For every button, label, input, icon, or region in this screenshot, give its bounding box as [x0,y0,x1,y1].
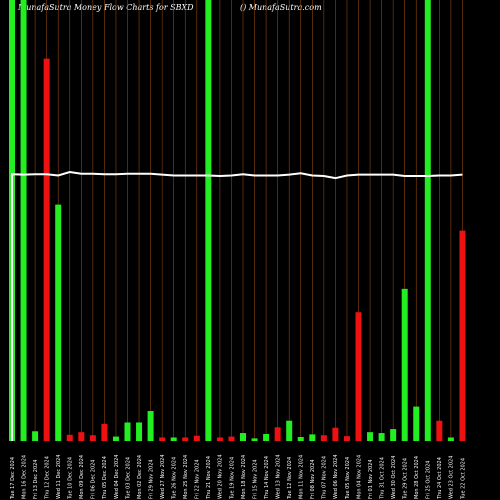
x-tick-label: Thu 24 Oct 2024 [437,457,443,500]
flow-bar [286,420,293,441]
price-line [11,170,463,441]
x-tick-label: Wed 30 Oct 2024 [391,456,397,499]
flow-bar [216,437,223,441]
flow-bar [459,230,466,441]
x-tick-label: Fri 01 Nov 2024 [368,459,374,499]
x-tick-label: Thu 07 Nov 2024 [322,456,328,500]
flow-bar [424,0,431,441]
x-tick-label: Wed 11 Dec 2024 [56,455,62,499]
flow-bar [182,437,189,441]
flow-bar [136,422,143,441]
flow-bar [297,437,304,441]
x-tick-label: Wed 13 Nov 2024 [275,454,281,499]
x-tick-label: Tue 29 Oct 2024 [403,458,409,500]
flow-bar [170,437,177,441]
x-tick-label: Fri 22 Nov 2024 [195,459,201,499]
flow-bar [78,432,85,441]
flow-bar [89,435,96,441]
flow-bar [367,432,374,441]
x-tick-label: Wed 23 Oct 2024 [449,456,455,499]
x-tick-label: Wed 20 Nov 2024 [218,454,224,499]
x-tick-label: Thu 05 Dec 2024 [102,456,108,500]
x-tick-label: Mon 09 Dec 2024 [79,455,85,499]
flow-bar [205,0,212,441]
site-credit: () MunafaSutra.com [240,3,322,12]
x-tick-label: Thu 31 Oct 2024 [379,457,385,500]
x-tick-label: Tue 10 Dec 2024 [68,457,74,500]
flow-bar [401,288,408,441]
flow-bar [228,436,235,441]
flow-bar [390,429,397,441]
x-tick-label: Fri 13 Dec 2024 [33,460,39,500]
flow-bar [240,433,246,441]
x-tick-label: Mon 18 Nov 2024 [241,455,247,499]
x-tick-label: Wed 27 Nov 2024 [160,454,166,499]
flow-bar [274,427,281,441]
x-tick-label: Fri 15 Nov 2024 [252,459,258,499]
x-tick-label: Tue 05 Nov 2024 [345,457,351,500]
flow-bar [263,433,270,441]
x-tick-label: Tue 26 Nov 2024 [172,457,178,500]
x-tick-label: Mon 11 Nov 2024 [299,455,305,499]
x-tick-label: Mon 28 Oct 2024 [414,456,420,499]
x-tick-label: Thu 12 Dec 2024 [44,456,50,500]
flow-bar [55,204,62,441]
chart-title: MunafaSutra Money Flow Charts for SBXD [18,3,194,12]
x-tick-label: Tue 19 Nov 2024 [229,457,235,500]
x-tick-label: Tue 12 Nov 2024 [287,457,293,500]
flow-bar [320,435,327,441]
x-tick-label: Wed 04 Dec 2024 [114,455,120,499]
x-tick-label: Thu 14 Nov 2024 [264,456,270,500]
x-tick-label: Tue 17 Dec 2024 [10,457,16,500]
x-tick-label: Fri 06 Dec 2024 [91,460,97,500]
flow-bar [124,422,131,441]
x-tick-label: Fri 25 Oct 2024 [426,461,432,499]
flow-bar [193,435,200,441]
x-tick-label: Tue 22 Oct 2024 [460,458,466,500]
flow-bar [101,423,108,441]
flow-bar [32,431,39,441]
flow-bar [112,436,119,441]
x-tick-label: Mon 25 Nov 2024 [183,455,189,499]
flow-bar [147,411,154,441]
price-line-layer [11,170,463,441]
flow-bar [309,434,316,441]
x-tick-label: Mon 04 Nov 2024 [356,455,362,499]
flow-bar [159,437,166,441]
flow-bar [447,437,454,441]
x-tick-label: Mon 16 Dec 2024 [21,455,27,499]
flow-bar [66,434,73,441]
x-tick-label: Mon 02 Dec 2024 [137,455,143,499]
x-axis-labels: Tue 17 Dec 2024 Mon 16 Dec 2024 Fri 13 Dec… [10,454,466,500]
x-tick-label: Fri 29 Nov 2024 [148,459,154,499]
flow-bar [436,420,443,441]
flow-bar [413,406,420,441]
grid-lines [11,0,463,441]
x-tick-label: Fri 08 Nov 2024 [310,459,316,499]
flow-bar [343,436,350,441]
x-tick-label: Tue 03 Dec 2024 [125,457,131,500]
x-tick-label: Wed 06 Nov 2024 [333,454,339,499]
flow-bar [20,0,27,441]
x-tick-label: Thu 21 Nov 2024 [206,456,212,500]
flow-bar [43,58,50,441]
flow-bar [378,433,385,441]
flow-bar [332,427,339,441]
flow-bar [251,438,258,441]
money-flow-bars [9,0,466,441]
flow-bar [355,312,362,441]
